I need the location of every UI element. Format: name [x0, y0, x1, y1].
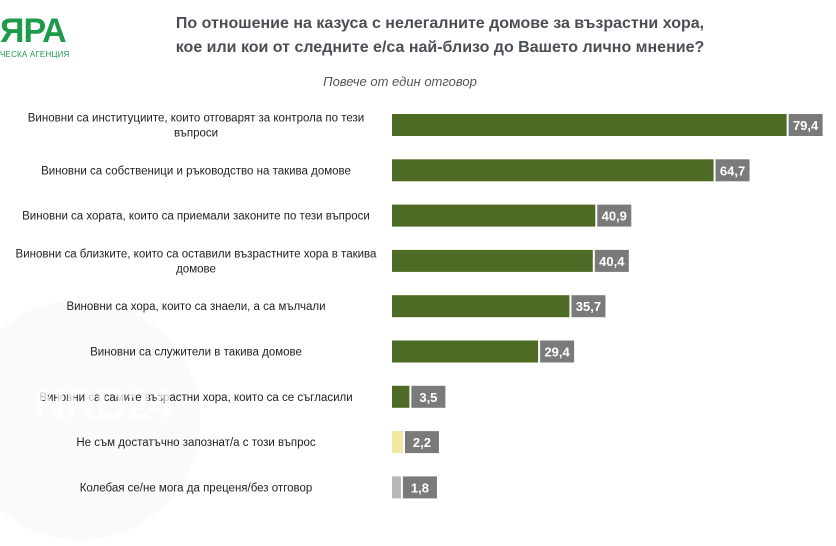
bar	[392, 340, 539, 363]
category-label-line: Виновни са близките, които са оставили в…	[16, 248, 377, 260]
category-label: Виновни са служители в такива домове	[90, 347, 302, 359]
chart-subtitle: Повече от един отговор	[323, 74, 477, 89]
category-label: Виновни са близките, които са оставили в…	[16, 248, 377, 275]
value-label-box	[571, 295, 606, 318]
bar	[392, 476, 401, 499]
value-label-box	[788, 114, 823, 136]
category-label-line: Виновни са хора, които са знаели, а са м…	[66, 301, 325, 313]
category-label: Не съм достатъчно запознат/а с този въпр…	[76, 437, 316, 449]
logo-subtitle: ЧЕСКА АГЕНЦИЯ	[0, 50, 70, 59]
value-label: 3,5	[419, 390, 437, 405]
category-label: Виновни са хора, които са знаели, а са м…	[66, 301, 325, 313]
value-label: 35,7	[576, 299, 601, 314]
value-label-box	[715, 159, 750, 182]
value-label: 79,4	[793, 118, 819, 133]
category-label-line: Виновни са собственици и ръководство на …	[41, 165, 351, 177]
value-label-box	[540, 340, 575, 363]
value-label-box	[411, 385, 446, 408]
value-label: 64,7	[720, 163, 745, 178]
category-label-line: Виновни са институциите, които отговарят…	[28, 113, 364, 125]
watermark-circle	[0, 300, 200, 540]
category-label-line: Колебая се/не мога да преценя/без отгово…	[80, 482, 313, 494]
category-label: Виновни са собственици и ръководство на …	[41, 165, 351, 177]
bar	[392, 385, 410, 408]
logo-mark: ЯРА	[0, 12, 67, 50]
value-label: 40,9	[602, 209, 627, 224]
category-label-line: домове	[176, 263, 216, 275]
category-label-line: Виновни са служители в такива домове	[90, 347, 302, 359]
agency-logo: ЯРА ЧЕСКА АГЕНЦИЯ	[0, 14, 90, 59]
bar	[392, 431, 403, 454]
value-label: 29,4	[544, 345, 570, 360]
value-label: 40,4	[599, 254, 625, 269]
bar	[392, 295, 570, 318]
category-label-line: Виновни са хората, които са приемали зак…	[22, 211, 370, 223]
category-label: Виновни са самите възрастни хора, които …	[39, 392, 352, 404]
category-label-line: Виновни са самите възрастни хора, които …	[39, 392, 352, 404]
bar	[392, 249, 593, 272]
watermark-logo: NRD24	[34, 380, 174, 429]
value-label-box	[404, 431, 439, 454]
bar	[392, 159, 714, 182]
category-label: Виновни са институциите, които отговарят…	[28, 113, 364, 140]
value-label-box	[597, 204, 632, 227]
value-label: 2,2	[413, 435, 431, 450]
chart-title-line-1: По отношение на казуса с нелегалните дом…	[175, 15, 705, 32]
value-label-box	[402, 476, 437, 499]
category-label-line: Не съм достатъчно запознат/а с този въпр…	[76, 437, 316, 449]
value-label-box	[594, 249, 629, 272]
category-label: Колебая се/не мога да преценя/без отгово…	[80, 482, 313, 494]
bar	[392, 114, 787, 136]
chart-title-line-2: кое или кои от следните е/са най-близо д…	[175, 39, 705, 56]
value-label: 1,8	[411, 480, 429, 495]
category-label: Виновни са хората, които са приемали зак…	[22, 211, 370, 223]
category-label-line: въпроси	[174, 128, 218, 140]
bar	[392, 204, 596, 227]
chart-title: По отношение на казуса с нелегалните дом…	[100, 12, 780, 60]
